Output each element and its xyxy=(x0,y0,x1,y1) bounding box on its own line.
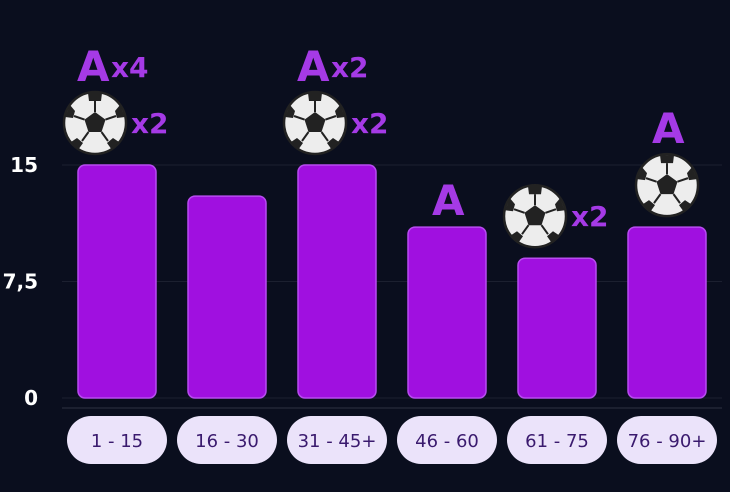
assist-multiplier: x4 xyxy=(111,51,149,84)
y-axis-ticks: 0 7,5 15 xyxy=(3,153,38,410)
bar xyxy=(627,226,707,399)
x-tick-label: 76 - 90+ xyxy=(628,431,707,452)
x-label-pill xyxy=(67,416,167,464)
soccer-ball-icon xyxy=(282,90,348,156)
bar xyxy=(187,195,267,399)
goal-multiplier: x2 xyxy=(571,200,609,233)
assist-letter: A xyxy=(432,176,465,225)
x-label-pill xyxy=(177,416,277,464)
x-label-pill xyxy=(507,416,607,464)
y-tick-label: 15 xyxy=(10,153,38,177)
assist-letter: A xyxy=(297,42,330,91)
x-tick-label: 16 - 30 xyxy=(195,431,259,452)
x-tick-label: 46 - 60 xyxy=(415,431,479,452)
y-tick-label: 7,5 xyxy=(3,270,38,294)
soccer-ball-icon xyxy=(62,90,128,156)
x-axis-labels: 1 - 15 16 - 30 31 - 45+ 46 - 60 61 - 75 76 - … xyxy=(67,416,717,464)
goal-multiplier: x2 xyxy=(131,107,169,140)
bars xyxy=(77,164,707,399)
x-label-pill xyxy=(397,416,497,464)
bar xyxy=(407,226,487,399)
y-tick-label: 0 xyxy=(24,386,38,410)
x-tick-label: 61 - 75 xyxy=(525,431,589,452)
bar xyxy=(517,257,597,399)
soccer-ball-icon xyxy=(502,183,568,249)
assist-multiplier: x2 xyxy=(331,51,369,84)
x-label-pill xyxy=(287,416,387,464)
assist-letter: A xyxy=(77,42,110,91)
assist-letter: A xyxy=(652,104,685,153)
grid-lines xyxy=(62,164,722,399)
x-tick-label: 1 - 15 xyxy=(91,431,143,452)
x-tick-label: 31 - 45+ xyxy=(298,431,377,452)
goal-multiplier: x2 xyxy=(351,107,389,140)
bar xyxy=(297,164,377,399)
x-label-pill xyxy=(617,416,717,464)
soccer-ball-icon xyxy=(634,152,700,218)
bar xyxy=(77,164,157,399)
